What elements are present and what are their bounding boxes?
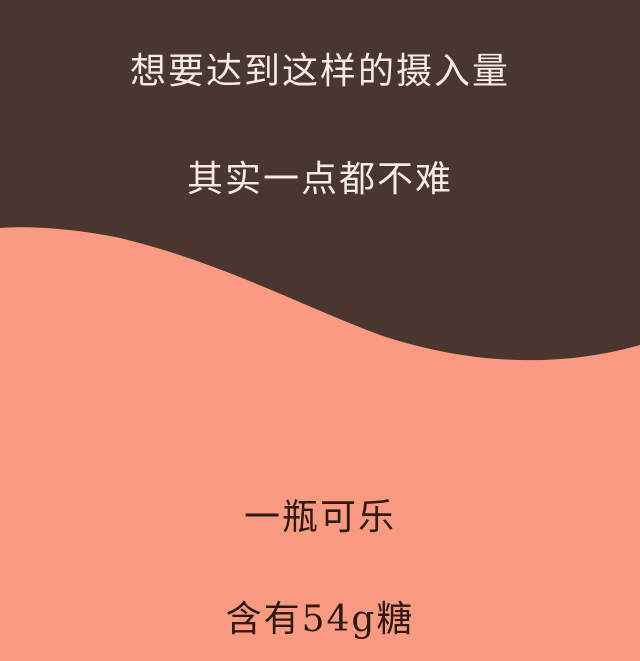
body-line-2: 含有54g糖 [225,599,415,640]
dark-top-region [0,0,640,361]
wave-swoosh [0,262,242,322]
headline-line-1: 想要达到这样的摄入量 [129,51,510,92]
headline-line-2: 其实一点都不难 [186,159,453,200]
body-line-1: 一瓶可乐 [243,497,396,538]
